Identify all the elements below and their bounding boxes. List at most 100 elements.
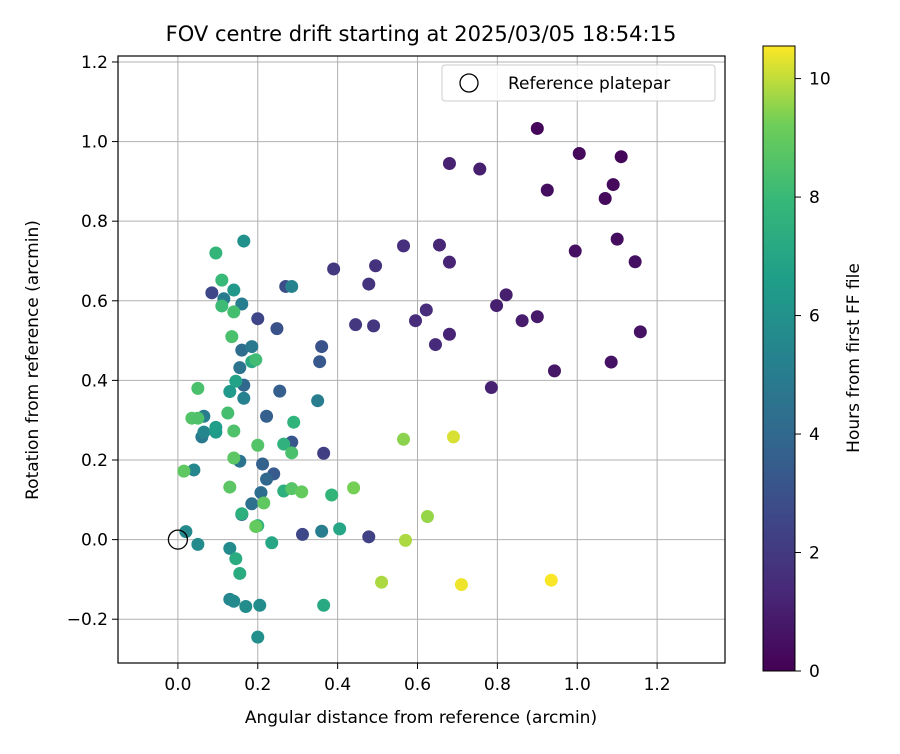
- legend-entry: Reference platepar: [508, 74, 670, 94]
- data-point: [409, 314, 423, 328]
- data-point: [285, 446, 299, 460]
- data-point: [397, 432, 411, 446]
- data-point: [295, 485, 309, 499]
- grid-lines: [118, 56, 725, 663]
- data-point: [317, 446, 331, 460]
- data-point: [223, 541, 237, 555]
- colorbar-tick-label: 6: [809, 307, 820, 327]
- data-point: [245, 497, 259, 511]
- data-point: [490, 299, 504, 313]
- data-point: [191, 537, 205, 551]
- data-point: [209, 420, 223, 434]
- data-point: [568, 244, 582, 258]
- data-point: [311, 394, 325, 408]
- data-point: [251, 438, 265, 452]
- data-point: [530, 310, 544, 324]
- data-point: [237, 234, 251, 248]
- data-point: [251, 630, 265, 644]
- data-point: [227, 594, 241, 608]
- x-axis-label: Angular distance from reference (arcmin): [245, 708, 597, 728]
- data-point: [397, 239, 411, 253]
- y-tick-label: 1.2: [81, 53, 108, 73]
- data-point: [606, 178, 620, 192]
- data-point: [251, 312, 265, 326]
- data-point: [285, 279, 299, 293]
- data-point: [249, 519, 263, 533]
- data-point: [540, 183, 554, 197]
- y-tick-label: 0.6: [81, 292, 108, 312]
- data-point: [369, 259, 383, 273]
- data-point: [235, 297, 249, 311]
- data-point: [191, 411, 205, 425]
- data-point: [260, 409, 274, 423]
- x-tick-label: 0.2: [244, 675, 271, 695]
- data-point: [442, 156, 456, 170]
- data-point: [572, 147, 586, 161]
- data-point: [270, 322, 284, 336]
- x-tick-label: 1.0: [564, 675, 591, 695]
- data-point: [221, 406, 235, 420]
- y-tick-label: 0.0: [81, 531, 108, 551]
- data-point: [177, 464, 191, 478]
- data-point: [446, 430, 460, 444]
- data-point: [223, 480, 237, 494]
- data-point: [227, 305, 241, 319]
- data-point: [273, 384, 287, 398]
- data-point: [362, 530, 376, 544]
- legend-marker: [459, 73, 479, 93]
- data-point: [209, 246, 223, 260]
- data-point: [197, 425, 211, 439]
- y-tick-label: 1.0: [81, 133, 108, 153]
- y-tick-label: 0.8: [81, 212, 108, 232]
- colorbar-tick-label: 10: [809, 70, 831, 90]
- data-point: [225, 330, 239, 344]
- y-axis-label: Rotation from reference (arcmin): [23, 220, 43, 500]
- data-point: [187, 463, 201, 477]
- data-point: [235, 507, 249, 521]
- data-point: [191, 381, 205, 395]
- data-point: [315, 340, 329, 354]
- data-point: [347, 481, 361, 495]
- data-point: [317, 598, 331, 612]
- x-tick-label: 0.6: [404, 675, 431, 695]
- colorbar-tick-label: 8: [809, 188, 820, 208]
- colorbar-ticks: 0 2 4 6 8 10: [795, 70, 831, 682]
- colorbar-gradient: [762, 45, 796, 672]
- data-point: [223, 385, 237, 399]
- data-point: [362, 277, 376, 291]
- data-point: [628, 255, 642, 269]
- data-point: [285, 482, 299, 496]
- data-point: [484, 381, 498, 395]
- data-point: [257, 496, 271, 510]
- data-point: [419, 303, 433, 317]
- data-point: [333, 522, 347, 536]
- data-point: [249, 353, 263, 367]
- data-point: [375, 575, 389, 589]
- data-point: [277, 437, 291, 451]
- data-point: [432, 238, 446, 252]
- data-point: [454, 578, 468, 592]
- legend-box: [441, 64, 716, 102]
- data-point: [287, 415, 301, 429]
- x-tick-label: 0.0: [164, 675, 191, 695]
- data-point: [349, 318, 363, 332]
- data-point: [239, 599, 253, 613]
- data-point: [260, 472, 274, 486]
- data-point: [428, 338, 442, 352]
- data-point: [227, 283, 241, 297]
- data-point: [205, 286, 219, 300]
- data-point: [179, 525, 193, 539]
- data-points: [177, 121, 647, 644]
- data-point: [227, 424, 241, 438]
- data-point: [313, 355, 327, 369]
- x-tick-label: 0.8: [484, 675, 511, 695]
- data-point: [442, 327, 456, 341]
- data-point: [399, 533, 413, 547]
- data-point: [233, 361, 247, 375]
- data-point: [253, 598, 267, 612]
- data-point: [367, 319, 381, 333]
- data-point: [235, 343, 249, 357]
- data-point: [325, 488, 339, 502]
- data-point: [473, 162, 487, 176]
